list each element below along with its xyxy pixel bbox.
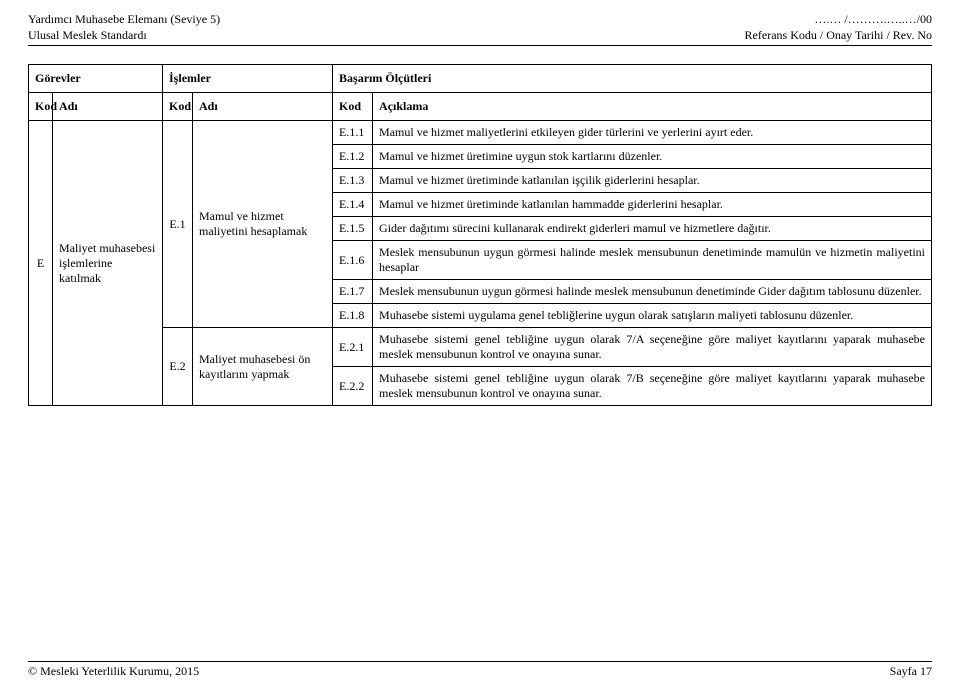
olcut-kod: E.1.4 xyxy=(333,193,373,217)
group-header-gorevler: Görevler xyxy=(29,65,163,93)
header-title: Yardımcı Muhasebe Elemanı (Seviye 5) xyxy=(28,12,220,28)
col-header-kod: Kod xyxy=(29,93,53,121)
olcut-aciklama: Meslek mensubunun uygun görmesi halinde … xyxy=(373,280,932,304)
olcut-kod: E.1.8 xyxy=(333,304,373,328)
olcut-aciklama: Gider dağıtımı sürecini kullanarak endir… xyxy=(373,217,932,241)
col-header-aciklama: Açıklama xyxy=(373,93,932,121)
table-col-header-row: Kod Adı Kod Adı Kod Açıklama xyxy=(29,93,932,121)
olcut-kod: E.2.1 xyxy=(333,328,373,367)
olcut-kod: E.2.2 xyxy=(333,367,373,406)
islem-kod: E.2 xyxy=(163,328,193,406)
table-group-header-row: Görevler İşlemler Başarım Ölçütleri xyxy=(29,65,932,93)
col-header-adi: Adı xyxy=(193,93,333,121)
olcut-kod: E.1.5 xyxy=(333,217,373,241)
olcut-aciklama: Muhasebe sistemi genel tebliğine uygun o… xyxy=(373,367,932,406)
olcut-kod: E.1.3 xyxy=(333,169,373,193)
olcut-kod: E.1.6 xyxy=(333,241,373,280)
table-row: E Maliyet muhasebesi işlemlerine katılma… xyxy=(29,121,932,145)
footer-page-number: Sayfa 17 xyxy=(890,664,932,679)
olcut-aciklama: Muhasebe sistemi uygulama genel tebliğle… xyxy=(373,304,932,328)
islem-kod: E.1 xyxy=(163,121,193,328)
olcut-kod: E.1.7 xyxy=(333,280,373,304)
olcut-kod: E.1.2 xyxy=(333,145,373,169)
col-header-adi: Adı xyxy=(53,93,163,121)
header-ref-label: Referans Kodu / Onay Tarihi / Rev. No xyxy=(745,28,932,44)
islem-adi: Maliyet muhasebesi ön kayıtlarını yapmak xyxy=(193,328,333,406)
group-header-islemler: İşlemler xyxy=(163,65,333,93)
footer-divider xyxy=(28,661,932,662)
gorev-adi: Maliyet muhasebesi işlemlerine katılmak xyxy=(53,121,163,406)
header-subtitle: Ulusal Meslek Standardı xyxy=(28,28,220,44)
olcut-aciklama: Mamul ve hizmet maliyetlerini etkileyen … xyxy=(373,121,932,145)
header-right: ….… /……….…..…/00 Referans Kodu / Onay Ta… xyxy=(745,12,932,43)
olcut-aciklama: Muhasebe sistemi genel tebliğine uygun o… xyxy=(373,328,932,367)
page-header: Yardımcı Muhasebe Elemanı (Seviye 5) Ulu… xyxy=(28,12,932,43)
group-header-basarim: Başarım Ölçütleri xyxy=(333,65,932,93)
olcut-aciklama: Mamul ve hizmet üretiminde katlanılan iş… xyxy=(373,169,932,193)
gorev-kod: E xyxy=(29,121,53,406)
col-header-kod: Kod xyxy=(333,93,373,121)
header-divider xyxy=(28,45,932,46)
olcut-kod: E.1.1 xyxy=(333,121,373,145)
table-row: E.2 Maliyet muhasebesi ön kayıtlarını ya… xyxy=(29,328,932,367)
criteria-table: Görevler İşlemler Başarım Ölçütleri Kod … xyxy=(28,64,932,406)
footer-copyright: © Mesleki Yeterlilik Kurumu, 2015 xyxy=(28,664,199,679)
olcut-aciklama: Mamul ve hizmet üretimine uygun stok kar… xyxy=(373,145,932,169)
page-footer: © Mesleki Yeterlilik Kurumu, 2015 Sayfa … xyxy=(28,661,932,679)
olcut-aciklama: Mamul ve hizmet üretiminde katlanılan ha… xyxy=(373,193,932,217)
header-left: Yardımcı Muhasebe Elemanı (Seviye 5) Ulu… xyxy=(28,12,220,43)
header-ref-code: ….… /……….…..…/00 xyxy=(745,12,932,28)
col-header-kod: Kod xyxy=(163,93,193,121)
islem-adi: Mamul ve hizmet maliyetini hesaplamak xyxy=(193,121,333,328)
olcut-aciklama: Meslek mensubunun uygun görmesi halinde … xyxy=(373,241,932,280)
